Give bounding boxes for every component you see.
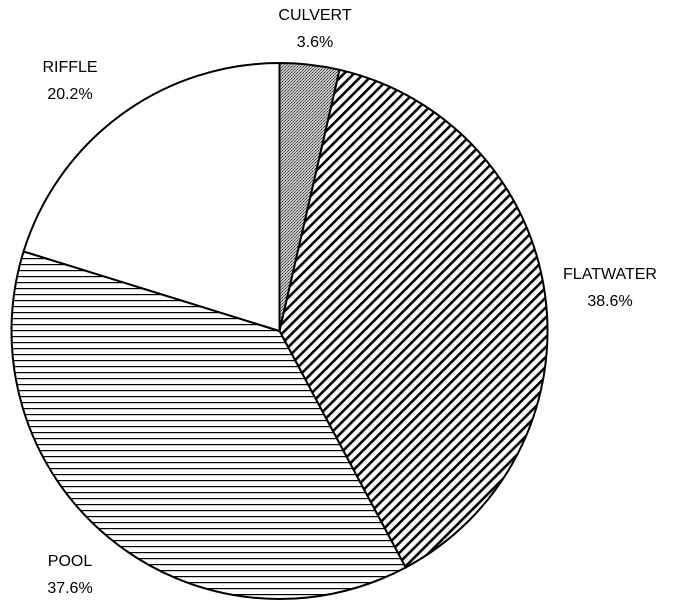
slice-label: FLATWATER bbox=[563, 266, 657, 283]
slice-value-label: 38.6% bbox=[587, 293, 632, 310]
slice-label: CULVERT bbox=[278, 7, 351, 24]
slice-value-label: 20.2% bbox=[47, 86, 92, 103]
slice-label: RIFFLE bbox=[42, 59, 97, 76]
pie-slice bbox=[22, 62, 281, 332]
pie-slice bbox=[278, 68, 549, 569]
slice-value-label: 37.6% bbox=[47, 580, 92, 597]
slice-label: POOL bbox=[48, 553, 93, 570]
pie-slice bbox=[10, 250, 407, 600]
slice-value-label: 3.6% bbox=[297, 34, 333, 51]
